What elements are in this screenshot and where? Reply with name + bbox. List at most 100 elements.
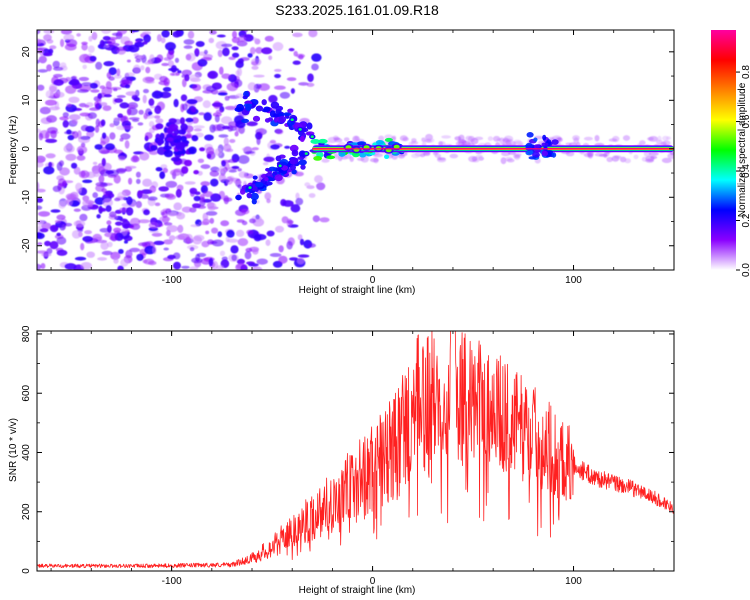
heatmap-noise-blob [190,224,200,228]
heatmap-cluster-blob [159,171,166,179]
heatmap-noise-blob [81,43,88,51]
heatmap-faint-blob [611,156,619,163]
heatmap-noise-blob [175,235,186,240]
heatmap-branch-blob [251,198,257,205]
heatmap-noise-blob [118,249,124,254]
heatmap-faint-blob [641,156,648,162]
heatmap-noise-blob [174,57,180,63]
heatmap-faint-blob [343,137,350,142]
heatmap-noise-blob [177,70,182,74]
heatmap-noise-blob [128,177,133,185]
heatmap-noise-blob [94,101,100,108]
heatmap-noise-blob [237,67,242,77]
heatmap-cluster-blob [188,146,197,155]
heatmap-transition-blob [313,156,322,161]
heatmap-noise-blob [237,238,249,247]
heatmap-branch-blob [272,171,277,175]
heatmap-noise-blob [214,148,222,157]
heatmap-noise-blob [264,192,272,201]
heatmap-noise-blob [151,90,164,99]
heatmap-noise-blob [218,173,226,183]
heatmap-noise-blob [98,208,107,212]
heatmap-noise-blob [221,160,227,167]
heatmap-noise-blob [243,34,254,42]
snr-ytick-label: 800 [21,325,32,342]
heatmap-faint-blob [470,138,479,145]
heatmap-noise-blob [59,167,70,176]
heatmap-noise-blob [82,64,87,70]
carrier-side-blob [527,149,534,155]
heatmap-transition-blob [326,155,336,160]
heatmap-noise-blob [166,225,178,233]
heatmap-noise-blob [159,216,171,222]
heatmap-noise-blob [143,209,150,216]
heatmap-noise-blob [151,232,163,237]
heatmap-noise-blob [183,39,195,45]
heatmap-noise-blob [105,143,115,151]
heatmap-noise-blob [247,82,257,91]
snr-series-line [37,331,674,569]
heatmap-branch-blob [263,106,271,113]
heatmap-noise-blob [101,250,113,256]
heatmap-signal-blobs [234,90,674,205]
heatmap-noise-blob [45,90,54,99]
heatmap-noise-blob [140,194,149,199]
heatmap-noise-blob [100,241,109,250]
heatmap-noise-blob [245,150,255,154]
heatmap-noise-blob [56,249,68,256]
heatmap-noise-blob [60,38,65,48]
heatmap-noise-blob [246,229,254,235]
heatmap-faint-blob [594,135,600,142]
heatmap-noise-blob [110,251,121,260]
heatmap-cluster-blob [170,156,181,162]
heatmap-noise-blob [223,195,229,205]
heatmap-noise-blob [102,132,107,139]
heatmap-noise-blob [185,236,192,245]
heatmap-noise-blob [198,221,209,226]
heatmap-faint-blob [573,137,579,144]
heatmap-noise-blob [95,184,105,192]
heatmap-noise-blob [296,257,305,265]
heatmap-noise-blob [173,252,181,260]
heatmap-noise-blob [308,193,316,198]
heatmap-noise-blob [127,104,136,109]
heatmap-faint-blob [650,155,658,160]
heatmap-transition-blob [310,139,321,144]
heatmap-noise-blob [37,181,40,191]
heatmap-noise-blob [46,115,57,123]
heatmap-noise-blob [261,47,273,55]
heatmap-cluster-blob [155,123,164,130]
heatmap-noise-blob [41,222,52,230]
heatmap-transition-blob [318,138,328,144]
heatmap-noise-blob [295,192,300,200]
carrier-side-blob [534,148,541,153]
heatmap-noise-blob [97,257,108,261]
heatmap-cluster-blob [180,117,185,125]
heatmap-noise-blob [237,58,244,64]
heatmap-noise-blob [37,205,43,210]
spectrogram-ytick-label: -10 [21,190,32,205]
heatmap-noise-blob [114,74,122,79]
heatmap-noise-blob [189,246,195,252]
heatmap-faint-blob [327,136,337,144]
colorbar-tick-label: 0.0 [741,263,750,277]
heatmap-noise-blob [173,202,182,211]
heatmap-noise-blob [113,258,119,264]
heatmap-noise-blob [152,246,157,255]
heatmap-noise-blob [274,85,286,90]
heatmap-noise-blob [56,214,66,221]
heatmap-noise-blob [39,106,51,115]
heatmap-noise-blob [287,220,294,225]
heatmap-noise-blob [167,212,178,217]
heatmap-noise-blob [228,158,238,163]
heatmap-noise-blob [133,64,141,74]
heatmap-faint-blob [662,135,669,141]
heatmap-noise-blob [84,104,90,108]
heatmap-noise-blob [253,234,262,242]
heatmap-noise-blob [38,132,44,141]
heatmap-faint-blob [360,155,369,163]
heatmap-noise-blob [64,222,73,227]
heatmap-noise-blob [269,139,276,144]
heatmap-faint-blob [513,153,522,157]
